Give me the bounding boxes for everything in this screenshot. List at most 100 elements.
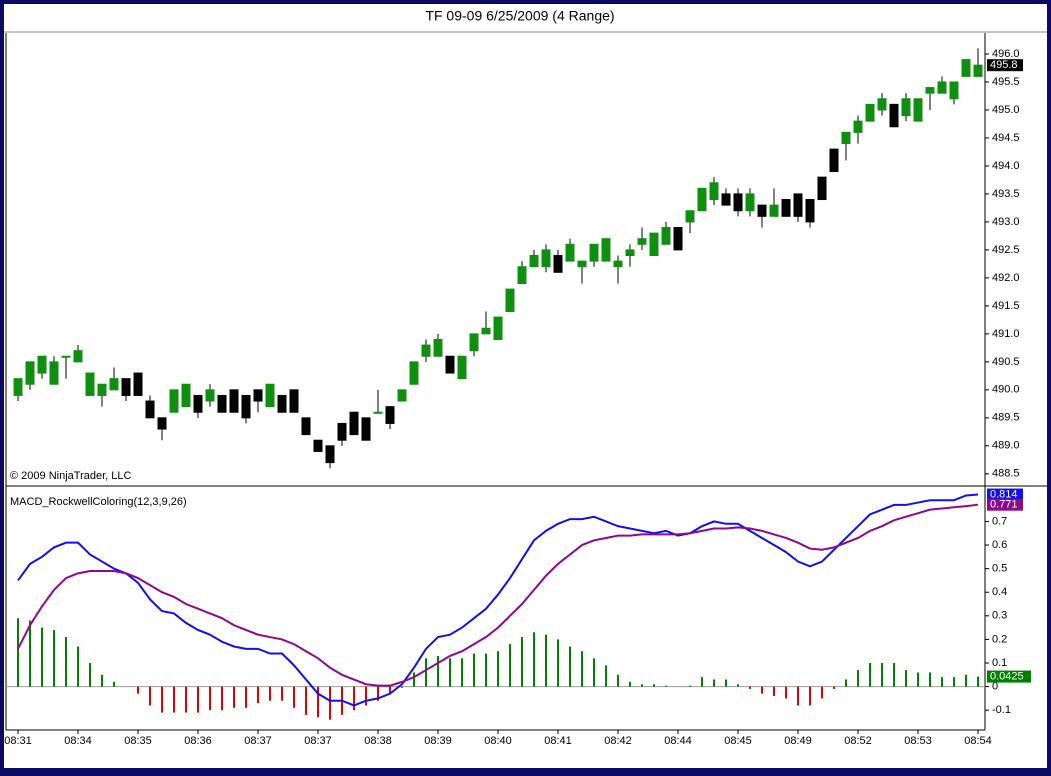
candle-body [205,389,215,402]
candle-body [97,383,107,396]
candle-body [505,288,515,312]
y-tick-label: 492.5 [992,244,1020,256]
candle-body [397,389,407,402]
candle-body [949,81,959,100]
last-value-label-box [987,488,1023,501]
candle-body [361,417,371,441]
x-tick-label: 08:40 [484,735,512,747]
candle-body [709,182,719,201]
candle-body [937,81,947,94]
y-tick-label: 0.4 [992,586,1007,598]
x-tick-label: 08:34 [64,735,92,747]
candle-body [277,394,287,413]
candle-body [145,400,155,419]
candle-body [577,260,587,268]
candle-body [805,199,815,223]
chart-title: TF 09-09 6/25/2009 (4 Range) [425,8,614,24]
candle-body [445,355,455,374]
candle-body [685,210,695,223]
candle-body [457,355,467,380]
candle-body [313,439,323,452]
candle-body [529,255,539,268]
candle-body [649,232,659,257]
candle-body [409,361,419,385]
y-tick-label: 493.0 [992,216,1020,228]
candle-body [613,260,623,268]
candle-body [601,238,611,262]
candle-body [769,204,779,217]
last-value-label-box [987,670,1031,683]
candle-body [853,120,863,133]
candle-body [961,59,971,77]
x-tick-label: 08:54 [964,735,992,747]
candle-body [745,193,755,212]
indicator-label: MACD_RockwellColoring(12,3,9,26) [10,496,187,508]
candle-body [385,406,395,424]
candle-body [913,98,923,122]
x-tick-label: 08:39 [424,735,452,747]
last-value-label: 0.771 [990,499,1018,511]
y-tick-label: 494.0 [992,160,1020,172]
candle-body [673,227,683,251]
candle-body [637,238,647,245]
candle-body [85,372,95,396]
candle-body [733,193,743,212]
candle-body [337,422,347,441]
copyright: © 2009 NinjaTrader, LLC [10,470,131,482]
y-tick-label: 0.7 [992,515,1007,527]
candle-body [781,199,791,217]
candle-body [421,344,431,357]
x-tick-label: 08:38 [364,735,392,747]
x-tick-label: 08:36 [184,735,212,747]
candle-body [217,394,227,413]
y-tick-label: 491.0 [992,328,1020,340]
x-tick-label: 08:31 [4,735,32,747]
y-tick-label: 0.1 [992,657,1007,669]
x-tick-label: 08:49 [784,735,812,747]
candle-body [481,327,491,335]
candle-body [841,131,851,145]
candle-body [301,417,311,436]
y-tick-label: 0.2 [992,633,1007,645]
candle-body [553,255,563,273]
y-tick-label: 495.5 [992,76,1020,88]
x-tick-label: 08:52 [844,735,872,747]
candle-body [433,338,443,357]
x-tick-label: 08:41 [544,735,572,747]
candle-body [265,383,275,408]
x-tick-label: 08:44 [664,735,692,747]
y-tick-label: 496.0 [992,48,1020,60]
x-tick-label: 08:37 [304,735,332,747]
y-tick-label: 490.0 [992,384,1020,396]
macd-line [17,493,979,707]
candle-body [517,266,527,284]
last-value-label: 0.0425 [990,670,1024,682]
candle-body [757,204,767,217]
last-value-label: 0.814 [990,488,1018,500]
candle-body [109,378,119,391]
y-tick-label: 494.5 [992,132,1020,144]
candle-body [13,378,23,396]
x-tick-label: 08:37 [244,735,272,747]
candle-body [493,316,503,340]
candle-body [289,389,299,413]
candle-body [253,389,263,402]
candle-body [973,64,983,77]
candle-body [241,394,251,419]
y-tick-label: 489.0 [992,440,1020,452]
candle-body [229,389,239,413]
last-value-label-box [987,498,1023,511]
y-tick-label: 0.6 [992,539,1007,551]
candle-body [829,148,839,173]
candle-body [565,243,575,262]
y-tick-label: 493.5 [992,188,1020,200]
candle-body [49,361,59,385]
candle-body [37,355,47,374]
candle-body [157,417,167,430]
candle-body [541,249,551,268]
candle-body [61,355,71,358]
candle-body [133,372,143,396]
candle-body [925,87,935,94]
candle-body [25,361,35,385]
